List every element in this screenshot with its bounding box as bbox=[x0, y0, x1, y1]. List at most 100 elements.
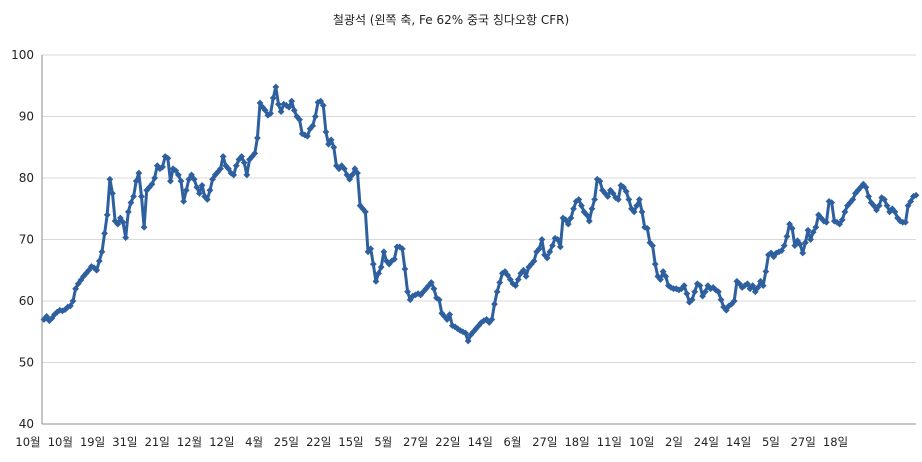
data-point bbox=[43, 312, 51, 320]
data-point bbox=[699, 292, 707, 300]
data-point bbox=[651, 260, 659, 268]
data-point bbox=[491, 300, 498, 308]
data-point bbox=[583, 211, 591, 219]
data-point bbox=[269, 94, 277, 102]
data-point bbox=[841, 208, 849, 216]
data-point bbox=[743, 280, 751, 288]
data-point bbox=[148, 180, 156, 188]
data-point bbox=[164, 154, 172, 162]
data-point bbox=[844, 202, 851, 210]
data-point bbox=[578, 202, 585, 210]
data-point bbox=[72, 285, 80, 293]
data-point bbox=[688, 296, 696, 304]
data-point bbox=[116, 214, 124, 222]
data-point bbox=[153, 162, 161, 170]
data-point bbox=[348, 171, 356, 179]
gridlines bbox=[42, 54, 916, 363]
data-point bbox=[380, 248, 388, 256]
data-point bbox=[267, 110, 274, 117]
data-point bbox=[585, 217, 593, 225]
data-point bbox=[762, 268, 770, 275]
data-point bbox=[230, 171, 238, 179]
data-point bbox=[854, 186, 862, 194]
x-tick-label: 14일 bbox=[726, 435, 751, 449]
data-point bbox=[317, 97, 325, 105]
data-point bbox=[246, 156, 253, 163]
x-tick-label: 14일 bbox=[468, 435, 493, 449]
data-point bbox=[591, 196, 598, 203]
data-point bbox=[622, 188, 630, 195]
x-tick-label: 31일 bbox=[112, 435, 137, 449]
data-point bbox=[304, 132, 311, 140]
y-tick-label: 50 bbox=[19, 356, 34, 370]
data-point bbox=[530, 257, 538, 265]
y-tick-label: 80 bbox=[19, 171, 34, 185]
data-point bbox=[256, 99, 264, 107]
data-point bbox=[680, 282, 688, 290]
data-point bbox=[873, 206, 880, 214]
data-point bbox=[715, 288, 722, 296]
x-tick-label: 10월 bbox=[15, 435, 40, 449]
data-point bbox=[430, 285, 438, 293]
data-point bbox=[101, 229, 108, 237]
data-point bbox=[480, 317, 488, 325]
data-point bbox=[496, 279, 504, 286]
y-tick-label: 90 bbox=[19, 110, 34, 124]
data-point bbox=[95, 257, 103, 265]
data-point bbox=[151, 174, 159, 182]
y-tick-label: 70 bbox=[19, 233, 34, 247]
data-point bbox=[327, 136, 335, 144]
data-point bbox=[124, 208, 132, 216]
data-point bbox=[612, 194, 620, 202]
data-point bbox=[794, 237, 801, 245]
data-point bbox=[880, 196, 888, 203]
x-tick-label: 19일 bbox=[80, 435, 105, 449]
data-point bbox=[543, 254, 551, 262]
series-line bbox=[42, 85, 917, 343]
data-point bbox=[259, 103, 267, 111]
data-point bbox=[214, 168, 222, 176]
data-point bbox=[427, 279, 435, 286]
data-point bbox=[156, 165, 164, 173]
data-point bbox=[401, 265, 409, 273]
x-tick-label: 21일 bbox=[145, 435, 170, 449]
chart-title: 철광석 (왼쪽 축, Fe 62% 중국 칭다오항 CFR) bbox=[333, 13, 569, 27]
data-point bbox=[907, 197, 915, 205]
data-point bbox=[82, 269, 90, 277]
data-point bbox=[506, 276, 514, 283]
x-tick-label: 25일 bbox=[274, 435, 299, 449]
data-point bbox=[338, 162, 346, 170]
data-point bbox=[130, 193, 137, 200]
data-point bbox=[588, 205, 596, 213]
data-point bbox=[488, 316, 496, 323]
data-point bbox=[404, 288, 411, 296]
data-point bbox=[783, 233, 791, 240]
data-point bbox=[185, 175, 193, 183]
data-point bbox=[462, 329, 469, 337]
data-point bbox=[625, 196, 633, 203]
x-tick-label: 27일 bbox=[532, 435, 557, 449]
data-point bbox=[219, 153, 227, 160]
data-point bbox=[311, 113, 319, 120]
data-point bbox=[159, 163, 166, 171]
data-point bbox=[422, 285, 430, 293]
data-point bbox=[556, 243, 564, 251]
x-tick-label: 5월 bbox=[374, 435, 392, 449]
data-point bbox=[859, 180, 867, 188]
data-point bbox=[119, 218, 127, 226]
x-tick-label: 12월 bbox=[177, 435, 202, 449]
data-point bbox=[372, 277, 380, 285]
data-point bbox=[145, 183, 153, 191]
data-point bbox=[190, 175, 198, 183]
data-point bbox=[169, 165, 177, 173]
data-point bbox=[325, 140, 332, 148]
data-point bbox=[778, 247, 786, 254]
data-point bbox=[93, 266, 101, 274]
data-point bbox=[464, 337, 472, 345]
data-point bbox=[609, 189, 617, 197]
data-point bbox=[823, 218, 830, 226]
data-point bbox=[649, 242, 656, 250]
data-point bbox=[140, 223, 148, 231]
data-point bbox=[288, 97, 296, 105]
